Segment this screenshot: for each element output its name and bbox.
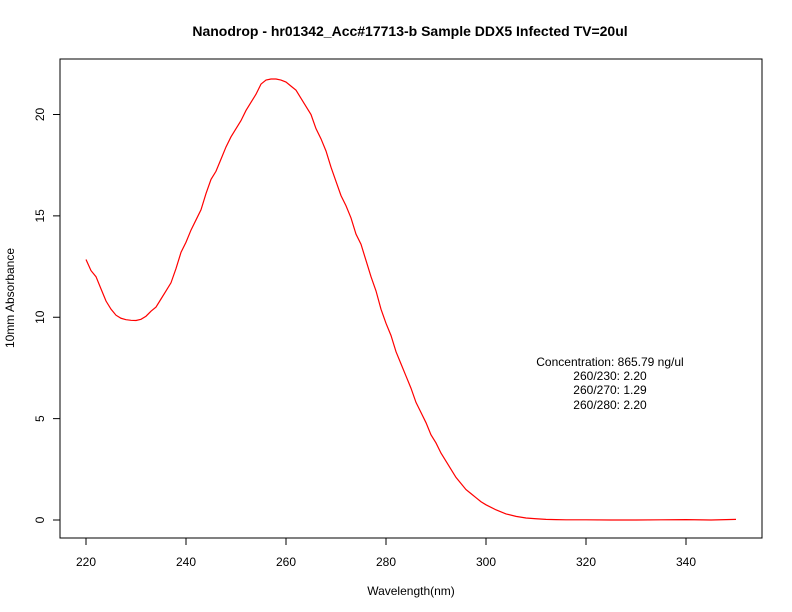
x-tick-label: 340 (676, 555, 696, 569)
x-axis: 220 240 260 280 300 320 340 (76, 537, 696, 569)
x-tick-label: 280 (376, 555, 396, 569)
x-tick-label: 300 (476, 555, 496, 569)
x-tick-label: 240 (176, 555, 196, 569)
y-tick-label: 20 (33, 108, 47, 122)
plot-frame (59, 58, 763, 539)
annotation-ratio-260-270: 260/270: 1.29 (573, 383, 647, 397)
annotation-ratio-260-280: 260/280: 2.20 (573, 398, 647, 412)
y-tick-label: 0 (33, 516, 47, 523)
x-tick-label: 320 (576, 555, 596, 569)
y-tick-label: 15 (33, 209, 47, 223)
y-tick-label: 10 (33, 310, 47, 324)
y-axis-label: 10mm Absorbance (3, 248, 17, 348)
x-tick-label: 260 (276, 555, 296, 569)
y-tick-label: 5 (33, 415, 47, 422)
x-tick-label: 220 (76, 555, 96, 569)
annotation-concentration: Concentration: 865.79 ng/ul (536, 355, 683, 369)
annotation-ratio-260-230: 260/230: 2.20 (573, 369, 647, 383)
y-axis: 0 5 10 15 20 (33, 108, 61, 523)
absorbance-line (85, 78, 737, 521)
annotation-block: Concentration: 865.79 ng/ul 260/230: 2.2… (536, 355, 683, 412)
chart-title: Nanodrop - hr01342_Acc#17713-b Sample DD… (192, 23, 627, 39)
x-axis-label: Wavelength(nm) (367, 584, 455, 598)
